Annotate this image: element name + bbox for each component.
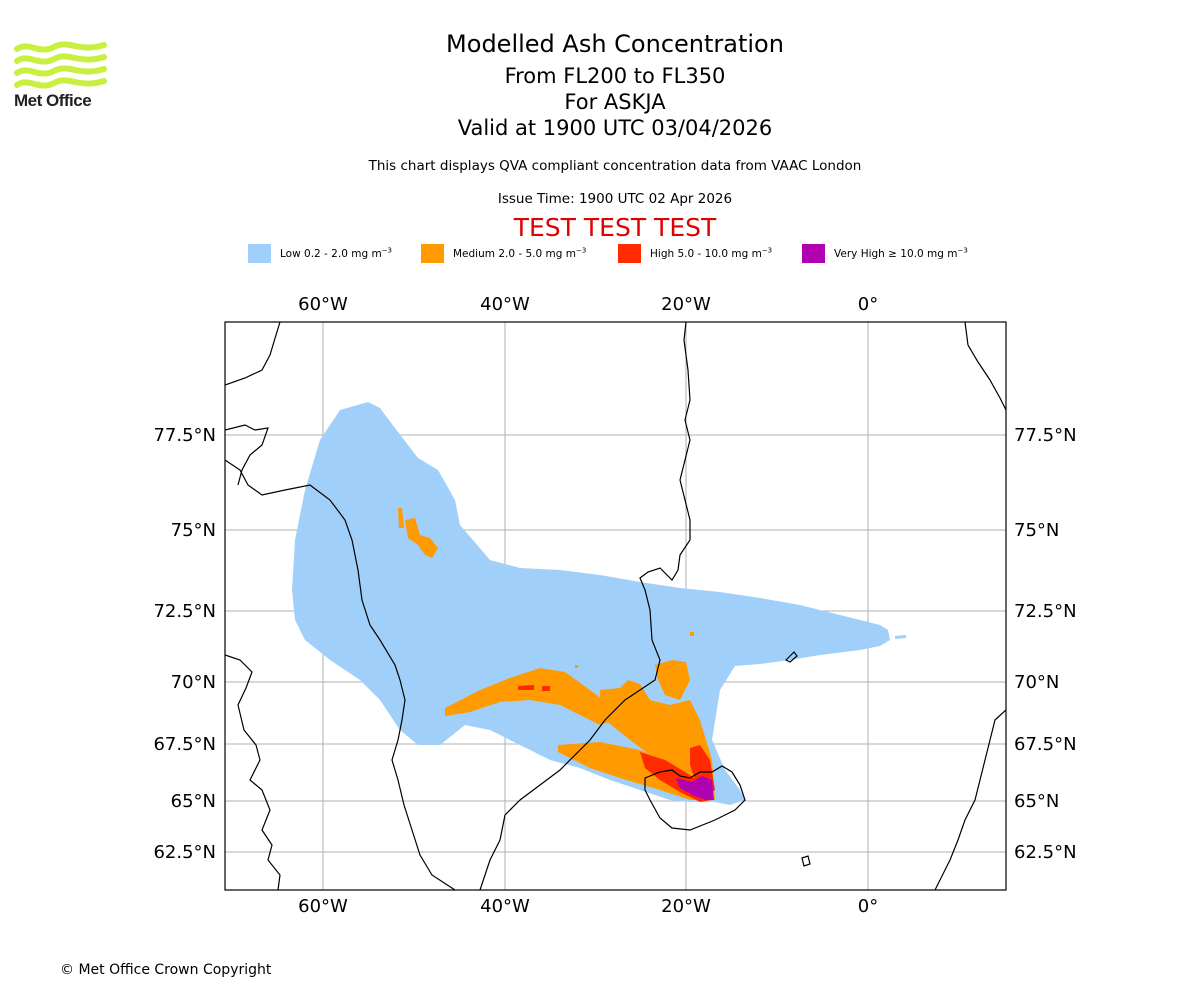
coastline-greenland — [225, 322, 691, 890]
ash-medium-region — [398, 508, 715, 800]
lon-label-bottom-40w: 40°W — [480, 896, 530, 917]
legend-label-low: Low 0.2 - 2.0 mg m−3 — [280, 246, 393, 260]
coastline-scandinavia — [934, 322, 1006, 890]
lat-label-right-67-5n: 67.5°N — [1014, 734, 1077, 755]
lat-label-right-77-5n: 77.5°N — [1014, 425, 1077, 446]
ash-low-region — [292, 402, 890, 805]
lat-label-left-70n: 70°N — [171, 672, 216, 693]
lon-label-top-40w: 40°W — [480, 294, 530, 315]
legend-label-medium: Medium 2.0 - 5.0 mg m−3 — [453, 246, 587, 260]
lat-label-left-77-5n: 77.5°N — [153, 425, 216, 446]
lat-label-right-70n: 70°N — [1014, 672, 1059, 693]
issue-time: Issue Time: 1900 UTC 02 Apr 2026 — [497, 191, 733, 207]
coastlines — [225, 322, 1006, 890]
ash-very-high-region — [676, 776, 714, 800]
lon-label-bottom-0: 0° — [858, 896, 878, 917]
flight-level-subtitle: From FL200 to FL350 — [504, 64, 726, 88]
coastline-iceland — [644, 765, 746, 831]
lon-label-top-60w: 60°W — [298, 294, 348, 315]
lat-label-right-65n: 65°N — [1014, 791, 1059, 812]
map-content — [225, 322, 1006, 890]
coastline-canada — [225, 322, 281, 890]
legend-label-high: High 5.0 - 10.0 mg m−3 — [650, 246, 773, 260]
legend-item-very-high: Very High ≥ 10.0 mg m−3 — [802, 244, 968, 263]
legend-item-medium: Medium 2.0 - 5.0 mg m−3 — [421, 244, 586, 263]
lat-label-left-75n: 75°N — [171, 520, 216, 541]
legend-swatch-high — [618, 244, 641, 263]
legend-item-low: Low 0.2 - 2.0 mg m−3 — [248, 244, 392, 263]
map-frame — [224, 321, 1007, 891]
lat-label-right-72-5n: 72.5°N — [1014, 601, 1077, 622]
legend-label-very-high: Very High ≥ 10.0 mg m−3 — [834, 246, 968, 260]
met-office-wordmark: Met Office — [14, 91, 92, 110]
coastline-faroe — [801, 855, 811, 867]
ash-low-fragment — [895, 635, 906, 639]
coastline-jan-mayen — [784, 651, 798, 663]
met-office-logo-icon — [14, 41, 107, 89]
legend-swatch-very-high — [802, 244, 825, 263]
lat-label-right-62-5n: 62.5°N — [1014, 842, 1077, 863]
lat-label-right-75n: 75°N — [1014, 520, 1059, 541]
lon-label-bottom-60w: 60°W — [298, 896, 348, 917]
lat-label-left-65n: 65°N — [171, 791, 216, 812]
lon-label-top-20w: 20°W — [661, 294, 711, 315]
test-banner: TEST TEST TEST — [513, 213, 717, 242]
lat-label-left-62-5n: 62.5°N — [153, 842, 216, 863]
legend-item-high: High 5.0 - 10.0 mg m−3 — [618, 244, 772, 263]
legend-swatch-medium — [421, 244, 444, 263]
copyright-notice: © Met Office Crown Copyright — [60, 962, 272, 978]
lon-label-top-0: 0° — [858, 294, 878, 315]
disclaimer-text: This chart displays QVA compliant concen… — [368, 158, 862, 174]
valid-time-subtitle: Valid at 1900 UTC 03/04/2026 — [457, 116, 773, 140]
chart-title: Modelled Ash Concentration — [446, 30, 784, 58]
lat-label-left-67-5n: 67.5°N — [153, 734, 216, 755]
volcano-subtitle: For ASKJA — [564, 90, 666, 114]
lon-label-bottom-20w: 20°W — [661, 896, 711, 917]
legend-swatch-low — [248, 244, 271, 263]
lat-label-left-72-5n: 72.5°N — [153, 601, 216, 622]
